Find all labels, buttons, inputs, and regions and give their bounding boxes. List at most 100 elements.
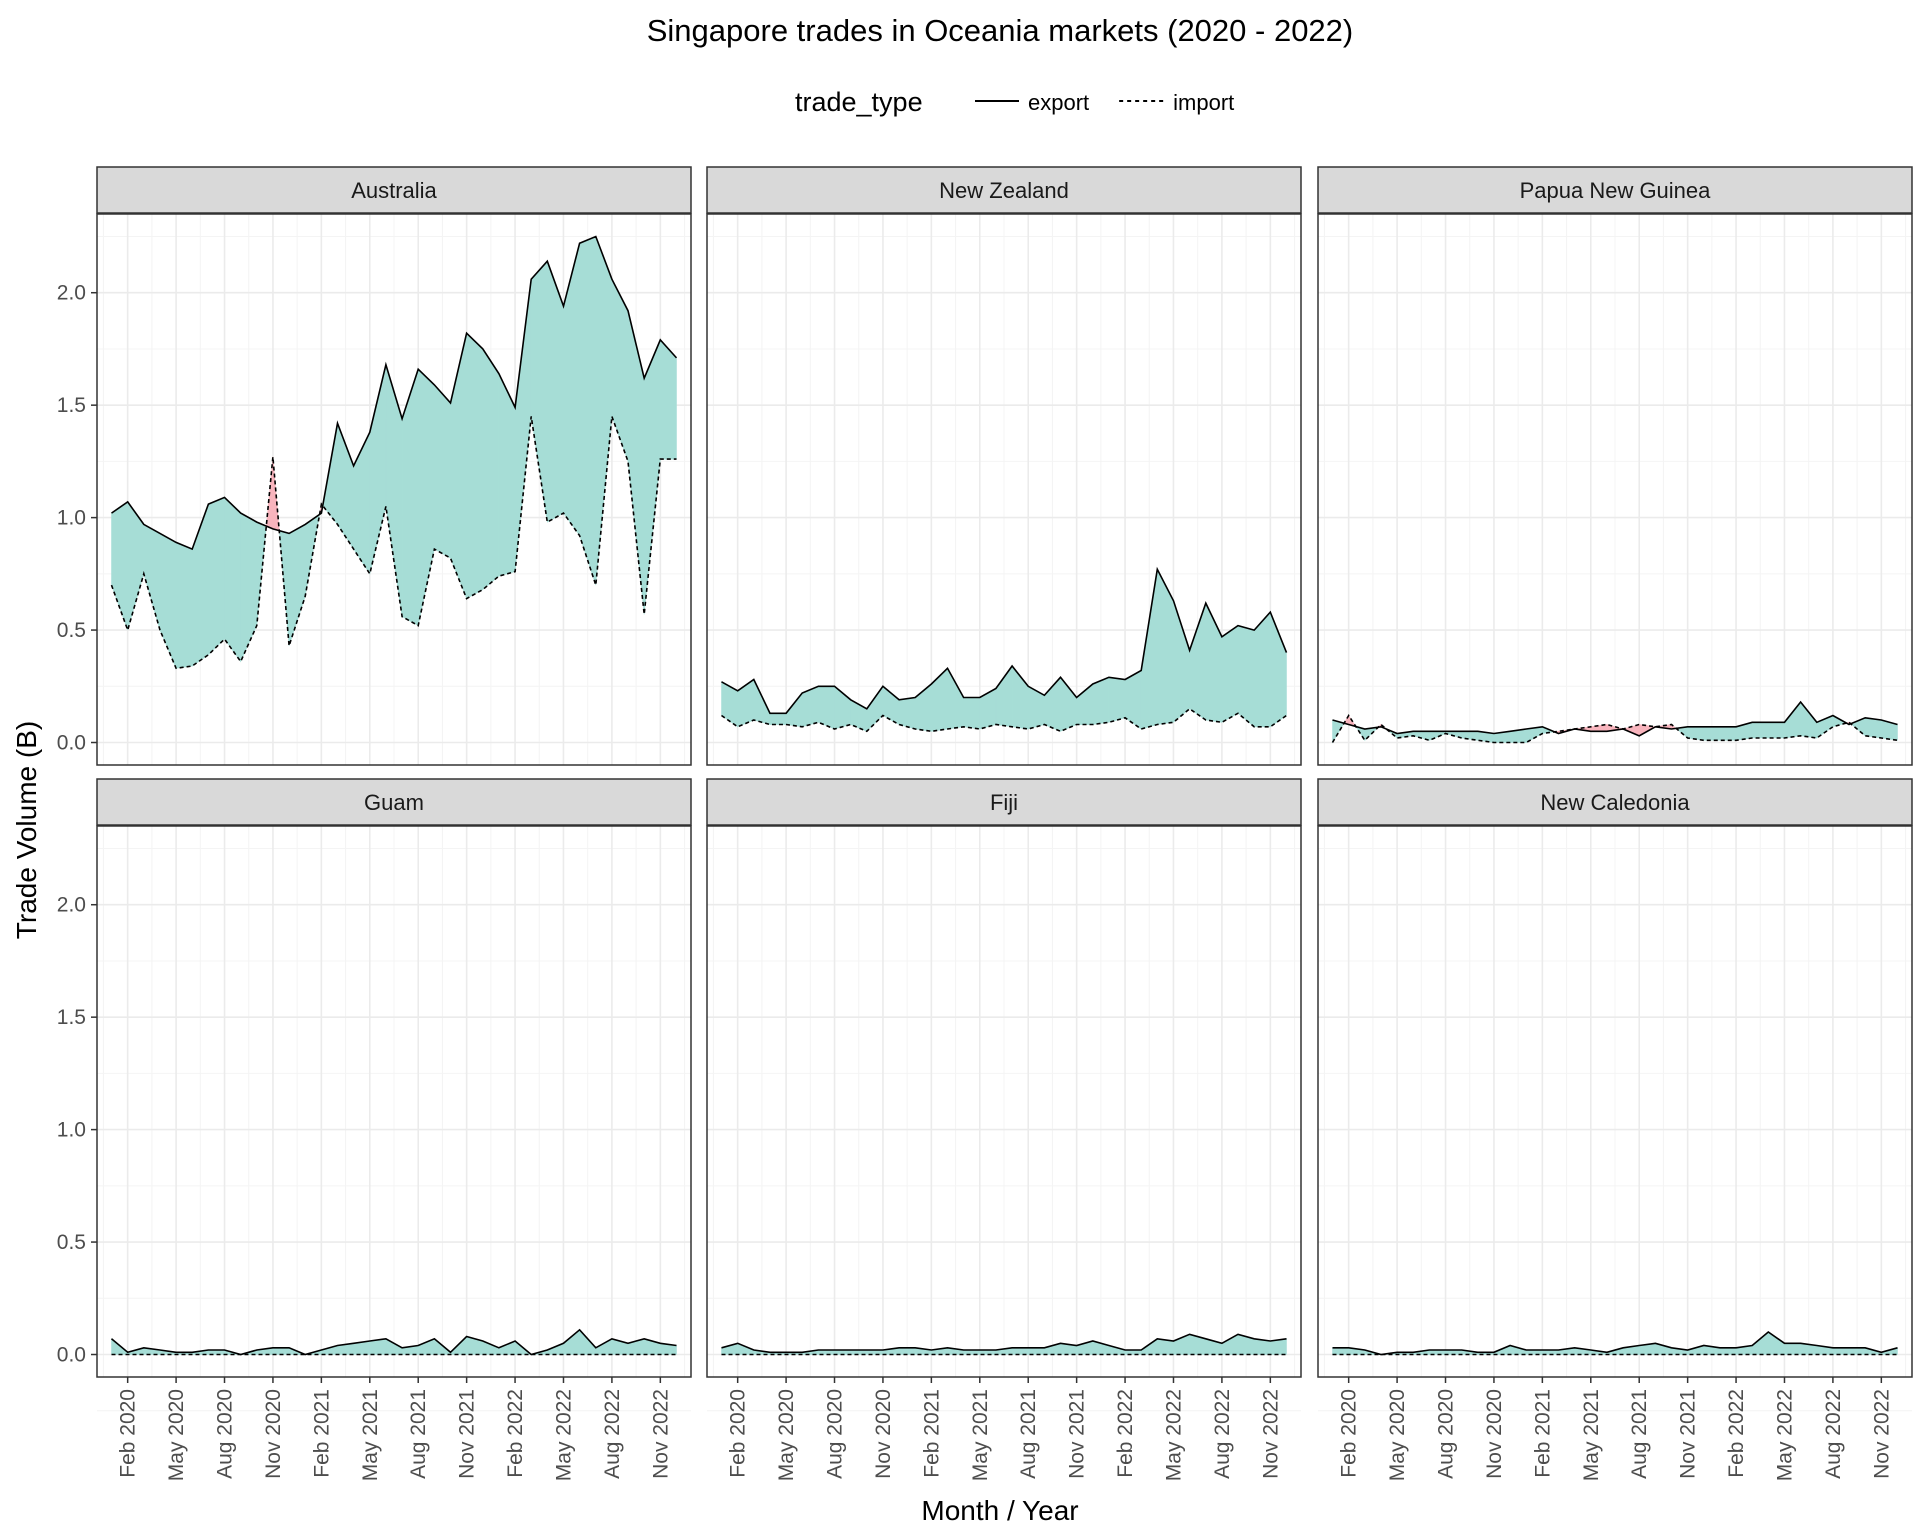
facet-strip [1317, 778, 1913, 826]
gridlines [1318, 826, 1912, 1412]
ribbon-segment [482, 347, 500, 591]
x-tick-label: Aug 2020 [824, 1389, 847, 1479]
x-tick-label: Feb 2020 [1338, 1389, 1361, 1478]
x-tick-label: Aug 2022 [1211, 1389, 1234, 1479]
facet-strip [706, 166, 1302, 214]
x-tick-label: May 2022 [1163, 1389, 1186, 1481]
import-line [721, 707, 1287, 733]
facet-strip [706, 778, 1302, 826]
ribbon-segment [1784, 1342, 1801, 1355]
panel-guam: Guam 0.0 0.5 1.0 1.5 2.0 Feb 2020 May 2020 Aug 2… [57, 778, 692, 1481]
facet-label: Fiji [990, 790, 1018, 815]
ribbon-segment [466, 332, 484, 600]
legend: trade_type export import [795, 87, 1234, 117]
panel-border [706, 213, 1302, 766]
ribbon-segment [1848, 1347, 1866, 1355]
x-tick-label: Feb 2021 [310, 1389, 333, 1478]
facet-panels: Australia 0.0 0.5 1.0 1.5 2.0 New Zealand Papua… [57, 166, 1913, 1481]
x-tick-label: Feb 2020 [727, 1389, 750, 1478]
export-line [110, 1328, 677, 1356]
y-tick-label: 0.5 [57, 619, 86, 642]
panel-border [1317, 213, 1913, 766]
import-line [110, 416, 677, 670]
facet-strip [96, 778, 692, 826]
export-line [111, 235, 678, 551]
ribbon-segment [898, 697, 916, 730]
x-tick-label: Feb 2021 [1531, 1389, 1554, 1478]
x-tick-label: May 2021 [359, 1389, 382, 1481]
y-tick-label: 1.0 [57, 1119, 86, 1142]
ribbon-segment [1768, 721, 1785, 739]
ribbon-segment [1092, 676, 1110, 725]
ribbon-segment [1751, 721, 1769, 739]
y-tick-label: 0.5 [57, 1231, 86, 1254]
import-line [1331, 713, 1898, 744]
x-tick-label: Aug 2020 [1435, 1389, 1458, 1479]
y-tick-label: 0.0 [57, 1344, 86, 1367]
ribbon-segment [1719, 726, 1737, 741]
facet-label: New Caledonia [1540, 790, 1690, 815]
panel-new-caledonia: New Caledonia Feb 2020 May 2020 Aug 2020 Nov… [1317, 778, 1913, 1481]
ribbon-segment [175, 541, 193, 669]
ribbon-segment [769, 712, 787, 725]
ribbon-segment [1108, 676, 1126, 723]
ribbon-segment [1687, 726, 1705, 741]
x-tick-label: May 2021 [969, 1389, 992, 1481]
x-tick-label: Feb 2022 [504, 1389, 527, 1478]
panel-border [96, 213, 692, 766]
legend-label-export: export [1028, 90, 1089, 115]
x-tick-label: Aug 2022 [601, 1389, 624, 1479]
panel-border [706, 825, 1302, 1378]
x-tick-label: Feb 2020 [117, 1389, 140, 1478]
ribbon-segment [1027, 1347, 1045, 1355]
gridlines [97, 826, 691, 1412]
x-tick-label: Aug 2020 [214, 1389, 237, 1479]
y-axis-title: Trade Volume (B) [11, 721, 42, 939]
x-tick-label: Nov 2022 [1259, 1389, 1282, 1479]
x-tick-label: May 2022 [1774, 1389, 1797, 1481]
x-tick-label: Feb 2021 [920, 1389, 943, 1478]
facet-label: Papua New Guinea [1520, 178, 1712, 203]
x-tick-label: Nov 2021 [1677, 1389, 1700, 1479]
legend-label-import: import [1173, 90, 1234, 115]
legend-title: trade_type [795, 87, 923, 117]
export-line [721, 566, 1288, 715]
facet-label: Australia [351, 178, 437, 203]
x-tick-label: May 2020 [775, 1389, 798, 1481]
ribbon-segment [660, 339, 677, 460]
y-tick-label: 1.0 [57, 507, 86, 530]
ribbon-segment [1719, 1347, 1737, 1355]
y-tick-label: 2.0 [57, 282, 86, 305]
export-line [1332, 700, 1898, 737]
ribbon-segment [1832, 1347, 1850, 1355]
chart-title: Singapore trades in Oceania markets (202… [647, 13, 1354, 48]
x-tick-label: May 2022 [553, 1389, 576, 1481]
y-tick-label: 1.5 [57, 394, 86, 417]
ribbon-segment [1703, 726, 1721, 741]
facet-strip [96, 166, 692, 214]
panel-border [1317, 825, 1913, 1378]
y-tick-label: 1.5 [57, 1006, 86, 1029]
panel-australia: Australia 0.0 0.5 1.0 1.5 2.0 [57, 166, 692, 800]
panel-border [96, 825, 692, 1378]
ribbon-segment [1221, 624, 1239, 723]
x-tick-label: Aug 2021 [1017, 1389, 1040, 1479]
x-tick-label: Nov 2022 [649, 1389, 672, 1479]
x-tick-label: Nov 2021 [456, 1389, 479, 1479]
panel-papua-new-guinea: Papua New Guinea [1317, 166, 1913, 800]
x-tick-label: May 2021 [1580, 1389, 1603, 1481]
ribbon-segment [434, 384, 451, 559]
export-line [721, 1333, 1287, 1354]
x-tick-label: Nov 2020 [1483, 1389, 1506, 1479]
x-tick-label: May 2020 [165, 1389, 188, 1481]
x-tick-label: Nov 2020 [872, 1389, 895, 1479]
export-line [1332, 1330, 1898, 1356]
x-tick-label: Aug 2022 [1822, 1389, 1845, 1479]
facet-strip [1317, 166, 1913, 214]
ribbon-segment [1332, 1347, 1349, 1355]
gridlines [1318, 214, 1912, 800]
facet-label: Guam [364, 790, 424, 815]
ribbon-segment [1864, 717, 1882, 739]
x-axis-title: Month / Year [921, 1495, 1078, 1526]
